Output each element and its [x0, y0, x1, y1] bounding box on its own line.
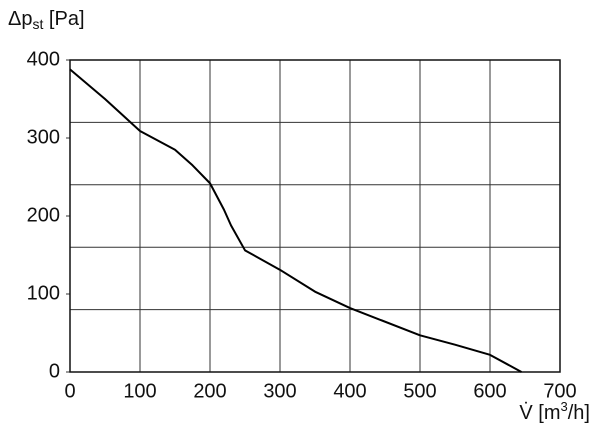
x-tick-label: 0 [64, 380, 75, 402]
y-tick-label: 200 [27, 204, 60, 226]
x-tick-label: 700 [543, 380, 576, 402]
x-tick-label: 600 [473, 380, 506, 402]
x-tick-label: 300 [263, 380, 296, 402]
curve [69, 68, 522, 373]
y-tick-label: 100 [27, 282, 60, 304]
y-tick-label: 0 [49, 360, 60, 382]
plot-frame [69, 59, 561, 373]
x-tick-label: 500 [403, 380, 436, 402]
x-tick-label: 100 [123, 380, 156, 402]
x-axis-label: V̇ [m3/h] [519, 399, 590, 424]
y-tick-label: 400 [27, 48, 60, 70]
x-tick-label: 200 [193, 380, 226, 402]
x-tick-label: 400 [333, 380, 366, 402]
y-tick-label: 300 [27, 126, 60, 148]
y-axis-label: Δpst [Pa] [8, 8, 85, 31]
